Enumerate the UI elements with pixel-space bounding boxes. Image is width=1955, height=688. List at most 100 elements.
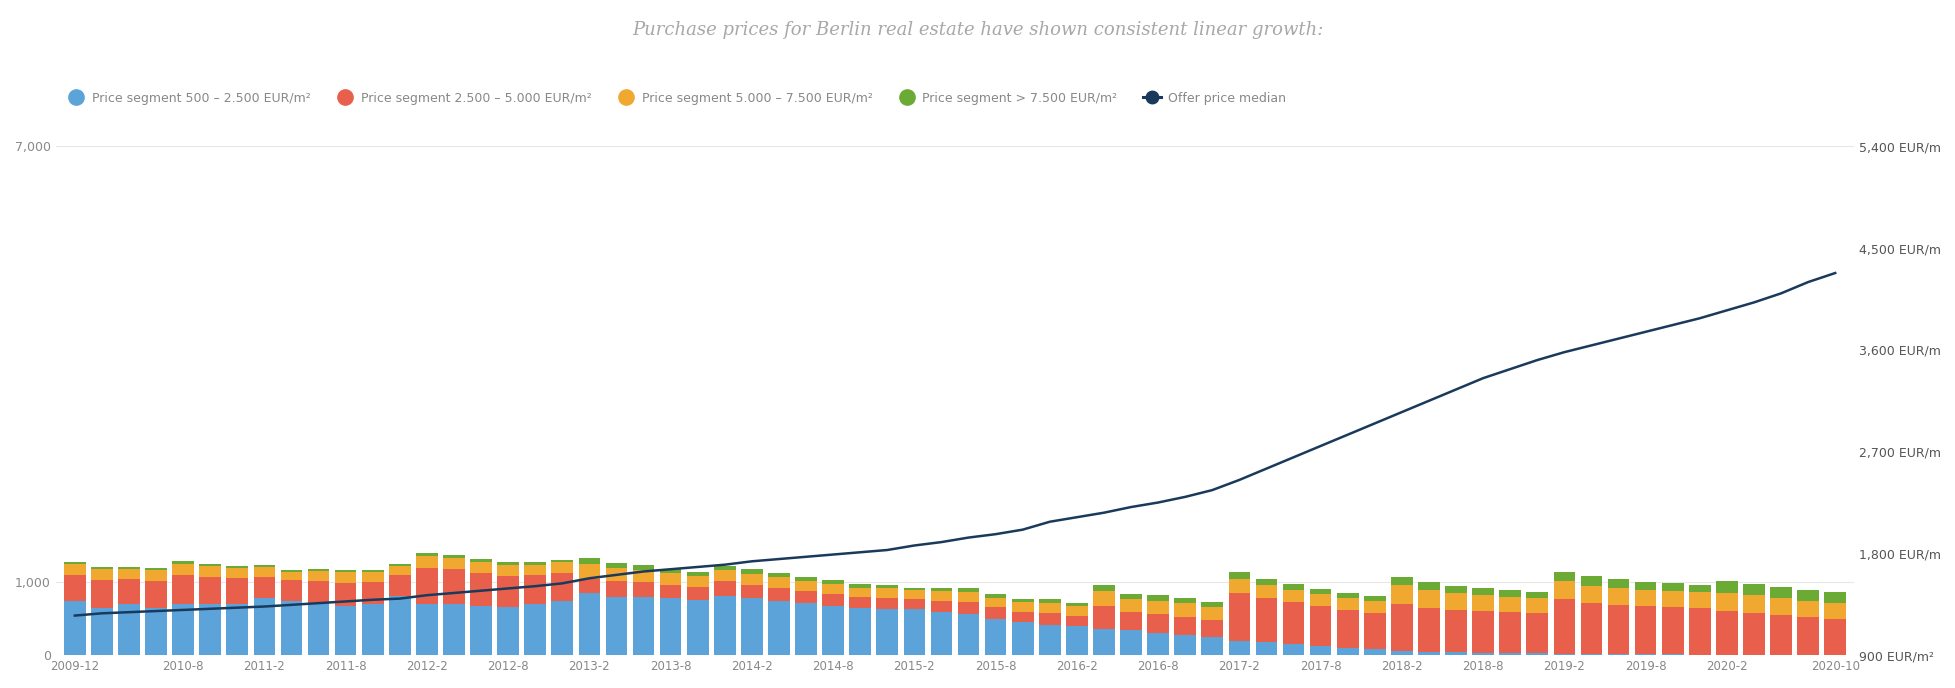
Bar [768,588,790,601]
Bar [1148,601,1169,614]
Bar [741,574,762,585]
Bar [1390,651,1412,655]
Bar [1525,598,1546,613]
Bar [1472,611,1494,653]
Bar [1038,599,1060,603]
Bar [1769,588,1791,598]
Bar [1525,592,1546,598]
Bar [876,588,897,598]
Bar [1634,581,1656,590]
Bar [1417,583,1439,590]
Bar [1120,612,1142,630]
Bar [686,572,708,576]
Bar [1445,593,1466,610]
Bar [876,585,897,588]
Bar [1011,599,1032,602]
Bar [1093,629,1114,655]
Bar [958,592,979,602]
Bar [606,563,628,568]
Bar [1742,595,1763,612]
Bar [1662,654,1683,655]
Bar [821,581,843,584]
Bar [659,573,680,585]
Bar [1038,613,1060,625]
Bar [579,559,600,564]
Bar [1390,585,1412,603]
Bar [1687,585,1711,592]
Bar [931,612,952,655]
Bar [1011,612,1032,623]
Bar [1687,608,1711,654]
Bar [1472,595,1494,611]
Bar [362,572,383,583]
Bar [389,575,411,596]
Bar [821,584,843,594]
Bar [579,564,600,579]
Bar [631,570,655,583]
Bar [796,603,817,655]
Bar [280,580,303,601]
Bar [389,566,411,575]
Bar [1607,588,1629,605]
Bar [1228,641,1249,655]
Bar [254,566,276,567]
Bar [117,604,139,655]
Bar [606,568,628,581]
Bar [579,579,600,593]
Bar [1228,572,1249,579]
Bar [958,614,979,655]
Bar [1282,583,1304,590]
Bar [1662,591,1683,608]
Bar [362,570,383,572]
Bar [1390,577,1412,585]
Bar [117,569,139,579]
Bar [1499,596,1521,612]
Bar [606,597,628,655]
Bar [1417,608,1439,652]
Bar [579,593,600,655]
Bar [227,578,248,604]
Bar [416,557,438,568]
Bar [1335,599,1359,610]
Bar [1228,593,1249,641]
Bar [821,594,843,605]
Bar [983,594,1007,598]
Bar [280,572,303,580]
Bar [931,588,952,591]
Bar [1417,652,1439,655]
Bar [1310,589,1331,594]
Bar [983,598,1007,608]
Bar [254,567,276,577]
Bar [1797,617,1818,655]
Bar [92,567,113,570]
Bar [983,619,1007,655]
Bar [65,575,86,601]
Bar [796,581,817,591]
Bar [1580,603,1601,654]
Bar [145,608,166,655]
Bar [796,577,817,581]
Bar [1499,590,1521,596]
Legend: Price segment 500 – 2.500 EUR/m², Price segment 2.500 – 5.000 EUR/m², Price segm: Price segment 500 – 2.500 EUR/m², Price … [63,87,1290,109]
Bar [389,564,411,566]
Bar [1552,581,1574,599]
Bar [497,562,518,565]
Bar [1282,590,1304,602]
Bar [1607,654,1629,655]
Bar [227,566,248,568]
Bar [199,604,221,655]
Bar [1065,616,1087,626]
Bar [1769,598,1791,615]
Bar [659,599,680,655]
Bar [1148,614,1169,634]
Bar [1065,603,1087,606]
Bar [1093,585,1114,591]
Bar [714,596,735,655]
Bar [631,566,655,570]
Bar [334,570,356,572]
Bar [1310,647,1331,655]
Bar [1363,649,1384,655]
Bar [1120,594,1142,599]
Bar [1445,585,1466,593]
Bar [1255,585,1277,599]
